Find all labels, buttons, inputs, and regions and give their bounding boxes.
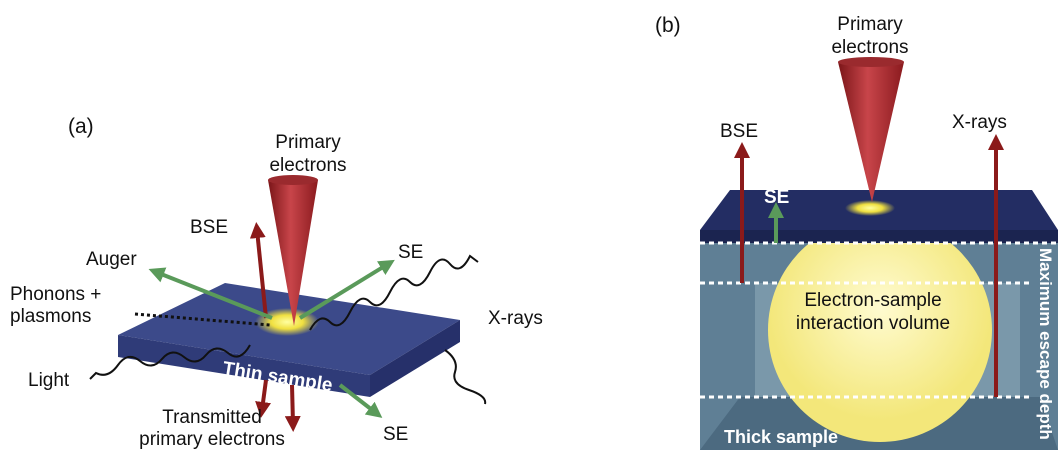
transmitted-label: primary electrons (139, 429, 285, 450)
panel-label: (a) (68, 115, 94, 138)
transmitted-label: Transmitted (162, 407, 262, 428)
bse-label: BSE (190, 217, 228, 238)
bse-label: BSE (720, 121, 758, 142)
figure: (a) Primary electrons BSE Auger SE Phono… (0, 0, 1058, 450)
block-front (700, 230, 1058, 243)
beam-top (838, 57, 904, 67)
beam-label: Primary (275, 132, 341, 153)
se-label: SE (764, 187, 789, 208)
panel-a: (a) Primary electrons BSE Auger SE Phono… (10, 115, 543, 450)
beam-top (268, 175, 318, 185)
phonon-label: plasmons (10, 306, 91, 327)
volume-label: interaction volume (796, 313, 950, 334)
panel-label: (b) (655, 14, 681, 37)
beam-label: electrons (831, 37, 908, 58)
sample-label: Thick sample (724, 427, 838, 447)
se-label: SE (398, 242, 423, 263)
spot (845, 200, 895, 216)
xray-label: X-rays (488, 308, 543, 329)
transmitted-arrow (292, 385, 293, 424)
xray-label: X-rays (952, 112, 1007, 133)
beam-label: electrons (269, 155, 346, 176)
auger-label: Auger (86, 249, 137, 270)
volume-label: Electron-sample (804, 290, 941, 311)
phonon-label: Phonons + (10, 284, 101, 305)
depth-label: Maximum escape depth (1036, 248, 1055, 440)
xray-wave (445, 350, 485, 404)
se-label: SE (383, 424, 408, 445)
light-label: Light (28, 370, 70, 391)
beam-label: Primary (837, 14, 903, 35)
beam-cone (838, 62, 904, 202)
panel-b: (b) Primary electrons BSE SE X-rays Elec… (655, 14, 1058, 450)
